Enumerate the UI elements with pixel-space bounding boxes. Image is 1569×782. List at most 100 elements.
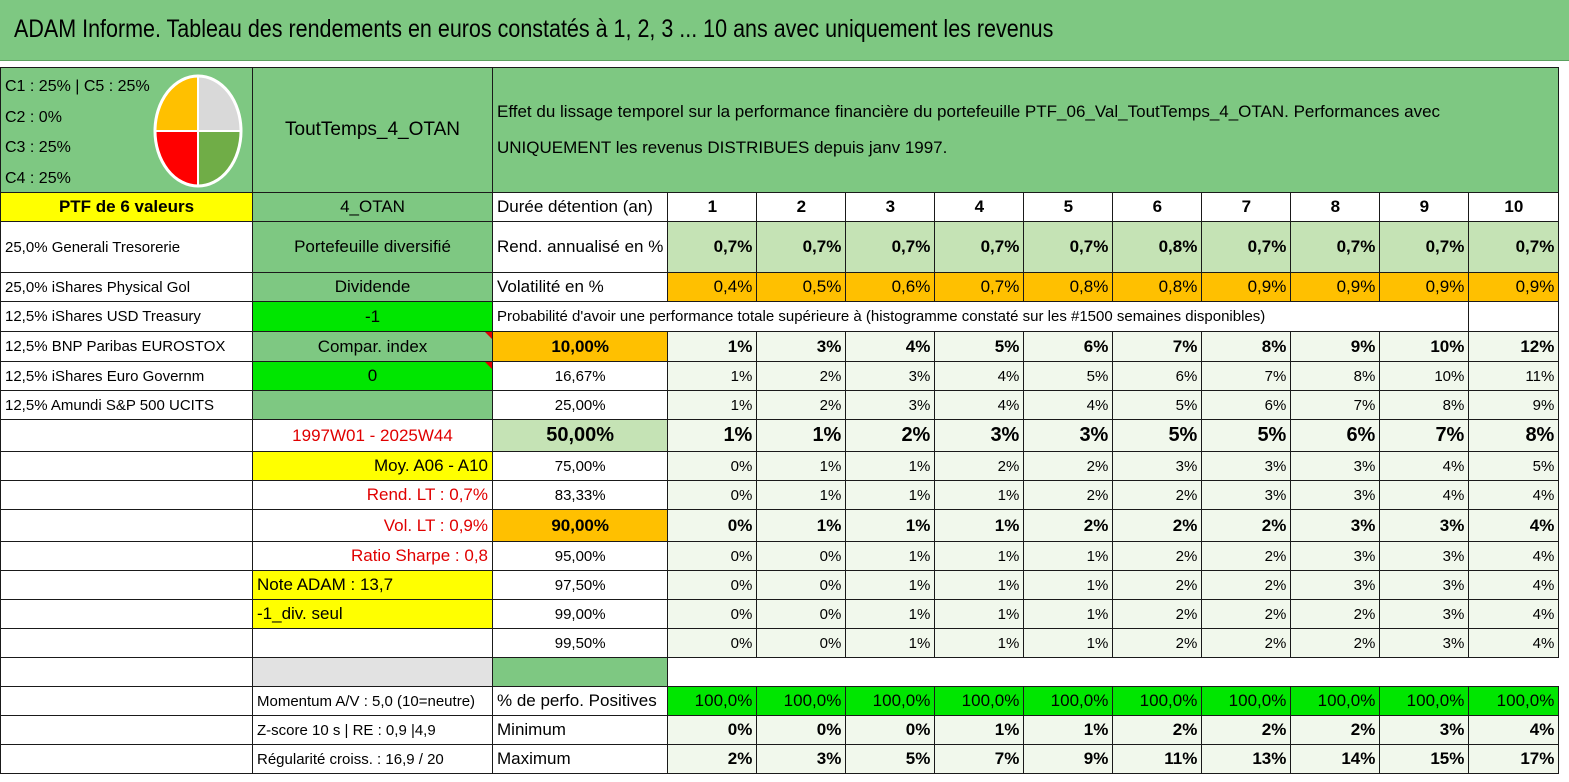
value-cell: 1% — [934, 599, 1025, 629]
value-cell: 3% — [1290, 480, 1381, 510]
holding-item: 25,0% iShares Physical Gol — [0, 272, 253, 302]
probability-threshold: 83,33% — [491, 480, 669, 510]
value-cell: 0,7% — [934, 272, 1025, 302]
value-cell: 2% — [1201, 628, 1292, 658]
value-cell: 1% — [845, 451, 936, 481]
zero-value: 0 — [252, 361, 493, 391]
allocation-line: C3 : 25% — [5, 139, 71, 156]
value-cell: 0% — [667, 599, 758, 629]
empty-cell — [0, 599, 253, 629]
value-cell: 9% — [1468, 390, 1560, 420]
allocation-line: C1 : 25% | C5 : 25% — [5, 78, 150, 95]
value-cell: 5% — [1112, 390, 1203, 420]
empty-cell — [252, 390, 493, 420]
value-cell: 2% — [1201, 570, 1292, 600]
value-cell: 3% — [1023, 419, 1114, 452]
value-cell: 2% — [1023, 451, 1114, 481]
rend-label: Rend. annualisé en % — [491, 221, 669, 273]
value-cell: 0,5% — [756, 272, 847, 302]
allocation-line: C4 : 25% — [5, 169, 71, 187]
zscore-label: Z-score 10 s | RE : 0,9 |4,9 — [252, 715, 493, 745]
value-cell: 0,9% — [1379, 272, 1470, 302]
minimum-label: Minimum — [491, 715, 669, 745]
value-cell: 5% — [1468, 451, 1560, 481]
value-cell: 3% — [1290, 570, 1381, 600]
value-cell: 1% — [934, 628, 1025, 658]
value-cell: 1% — [756, 451, 847, 481]
value-cell: 0% — [756, 570, 847, 600]
value-cell: 0,7% — [1468, 221, 1560, 273]
value-cell: 3% — [934, 419, 1025, 452]
value-cell: 4% — [1468, 480, 1560, 510]
vol-lt-label: Vol. LT : 0,9% — [252, 509, 493, 542]
value-cell: 0% — [667, 715, 758, 745]
value-cell: 0,7% — [667, 221, 758, 273]
value-cell: 2% — [1201, 599, 1292, 629]
value-cell: 4% — [934, 361, 1025, 391]
value-cell: 3% — [1379, 570, 1470, 600]
value-cell: 3% — [1290, 509, 1381, 542]
value-cell: 12% — [1468, 331, 1560, 362]
value-cell: 8% — [1290, 361, 1381, 391]
value-cell: 4% — [845, 331, 936, 362]
year-header: 6 — [1112, 192, 1203, 222]
value-cell: 10% — [1379, 361, 1470, 391]
value-cell: 100,0% — [1023, 686, 1114, 716]
probability-threshold: 99,50% — [491, 628, 669, 658]
value-cell: 8% — [1201, 331, 1292, 362]
value-cell: 0% — [756, 715, 847, 745]
value-cell: 3% — [1379, 715, 1470, 745]
value-cell: 6% — [1023, 331, 1114, 362]
year-header: 8 — [1290, 192, 1381, 222]
empty-cell — [0, 451, 253, 481]
value-cell: 1% — [845, 570, 936, 600]
value-cell: 1% — [1023, 628, 1114, 658]
value-cell: 0,7% — [1023, 221, 1114, 273]
probability-threshold: 50,00% — [491, 419, 669, 452]
value-cell: 1% — [756, 509, 847, 542]
empty-cell — [1468, 301, 1560, 332]
holding-item: 25,0% Generali Tresorerie — [0, 221, 253, 273]
report-title-bar: ADAM Informe. Tableau des rendements en … — [0, 0, 1569, 61]
duree-label: Durée détention (an) — [491, 192, 669, 222]
maximum-label: Maximum — [491, 744, 669, 774]
year-header: 7 — [1201, 192, 1292, 222]
note-adam: Note ADAM : 13,7 — [252, 570, 493, 600]
year-header: 4 — [934, 192, 1025, 222]
value-cell: 4% — [1468, 541, 1560, 571]
value-cell: 5% — [1023, 361, 1114, 391]
value-cell: 2% — [1112, 599, 1203, 629]
value-cell: 0% — [756, 541, 847, 571]
value-cell: 3% — [1290, 541, 1381, 571]
value-cell: 2% — [1201, 715, 1292, 745]
value-cell: 2% — [1201, 509, 1292, 542]
portfolio-name: ToutTemps_4_OTAN — [252, 67, 493, 193]
moy-label: Moy. A06 - A10 — [252, 451, 493, 481]
value-cell: 3% — [1379, 541, 1470, 571]
value-cell: 4% — [1468, 509, 1560, 542]
value-cell: 2% — [1112, 570, 1203, 600]
value-cell: 0,9% — [1201, 272, 1292, 302]
value-cell: 10% — [1379, 331, 1470, 362]
value-cell: 1% — [845, 480, 936, 510]
value-cell: 100,0% — [1379, 686, 1470, 716]
value-cell: 1% — [934, 509, 1025, 542]
value-cell: 6% — [1201, 390, 1292, 420]
value-cell: 6% — [1112, 361, 1203, 391]
probability-threshold: 25,00% — [491, 390, 669, 420]
empty-cell — [491, 657, 669, 687]
value-cell: 6% — [1290, 419, 1381, 452]
value-cell: 1% — [667, 361, 758, 391]
value-cell: 4% — [1468, 570, 1560, 600]
value-cell: 4% — [1468, 628, 1560, 658]
value-cell: 100,0% — [934, 686, 1025, 716]
allocation-pie — [153, 74, 243, 188]
value-cell: 4% — [934, 390, 1025, 420]
dividende-label: Dividende — [252, 272, 493, 302]
value-cell: 5% — [1112, 419, 1203, 452]
value-cell: 2% — [756, 361, 847, 391]
empty-cell — [0, 715, 253, 745]
value-cell: 100,0% — [1468, 686, 1560, 716]
div-seul-label: -1_div. seul — [252, 599, 493, 629]
holding-item: 12,5% Amundi S&P 500 UCITS — [0, 390, 253, 420]
